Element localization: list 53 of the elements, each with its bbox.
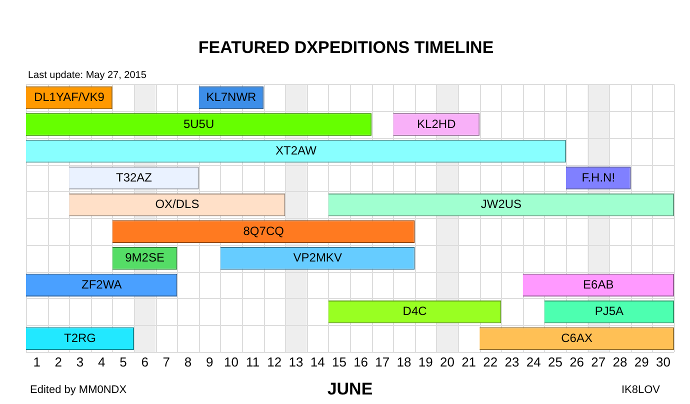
x-tick-label: 19 bbox=[418, 354, 433, 370]
series-label: T2RG bbox=[64, 330, 96, 345]
x-axis-title: JUNE bbox=[327, 379, 373, 398]
series-label: F.H.N! bbox=[582, 170, 616, 184]
x-tick-label: 24 bbox=[526, 354, 541, 370]
x-tick-label: 21 bbox=[462, 354, 476, 370]
x-tick-label: 15 bbox=[332, 354, 346, 370]
series-label: OX/DLS bbox=[155, 197, 200, 212]
x-tick-label: 6 bbox=[141, 354, 148, 370]
x-tick-label: 25 bbox=[548, 354, 562, 370]
series-label: C6AX bbox=[561, 330, 592, 345]
series-label: 5U5U bbox=[183, 116, 214, 131]
x-tick-label: 13 bbox=[288, 354, 304, 370]
x-tick-label: 9 bbox=[206, 354, 214, 370]
x-tick-label: 8 bbox=[184, 354, 192, 370]
series-label: KL2HD bbox=[417, 116, 456, 131]
text: Edited by MM0NDX bbox=[30, 384, 127, 396]
x-tick-label: 11 bbox=[246, 354, 260, 370]
series-label: PJ5A bbox=[594, 304, 624, 318]
series-label: JW2US bbox=[480, 197, 522, 212]
x-tick-label: 2 bbox=[54, 354, 62, 370]
x-tick-label: 17 bbox=[375, 354, 390, 370]
x-tick-label: 1 bbox=[33, 354, 40, 370]
x-tick-label: 20 bbox=[440, 354, 454, 370]
x-tick-label: 12 bbox=[267, 354, 282, 370]
series-label: VP2MKV bbox=[293, 250, 342, 265]
x-tick-label: 16 bbox=[354, 354, 368, 370]
text: Last update: May 27, 2015 bbox=[28, 70, 146, 81]
x-tick-label: 18 bbox=[396, 354, 412, 370]
x-tick-label: 23 bbox=[504, 354, 520, 370]
series-label: D4C bbox=[402, 304, 428, 318]
text: IK8LOV bbox=[621, 384, 660, 396]
x-tick-label: 26 bbox=[570, 354, 584, 370]
x-tick-label: 5 bbox=[120, 354, 127, 370]
x-tick-label: 28 bbox=[612, 354, 628, 370]
x-tick-label: 4 bbox=[98, 354, 106, 370]
series-label: T32AZ bbox=[116, 170, 152, 184]
x-tick-label: 7 bbox=[162, 354, 170, 370]
x-tick-label: 29 bbox=[634, 354, 649, 370]
series-label: KL7NWR bbox=[206, 90, 257, 104]
series-label: 8Q7CQ bbox=[243, 224, 284, 238]
x-tick-label: 14 bbox=[310, 354, 325, 370]
series-label: XT2AW bbox=[276, 144, 318, 158]
chart-title: FEATURED DXPEDITIONS TIMELINE bbox=[198, 38, 494, 57]
series-label: 9M2SE bbox=[125, 250, 164, 265]
x-tick-label: 10 bbox=[224, 354, 238, 370]
x-tick-label: 27 bbox=[591, 354, 606, 370]
x-tick-label: 22 bbox=[483, 354, 498, 370]
x-tick-label: 3 bbox=[76, 354, 84, 370]
series-label: ZF2WA bbox=[81, 277, 122, 292]
series-label: E6AB bbox=[583, 277, 614, 292]
x-tick-label: 30 bbox=[656, 354, 670, 370]
series-label: DL1YAF/VK9 bbox=[34, 90, 105, 104]
